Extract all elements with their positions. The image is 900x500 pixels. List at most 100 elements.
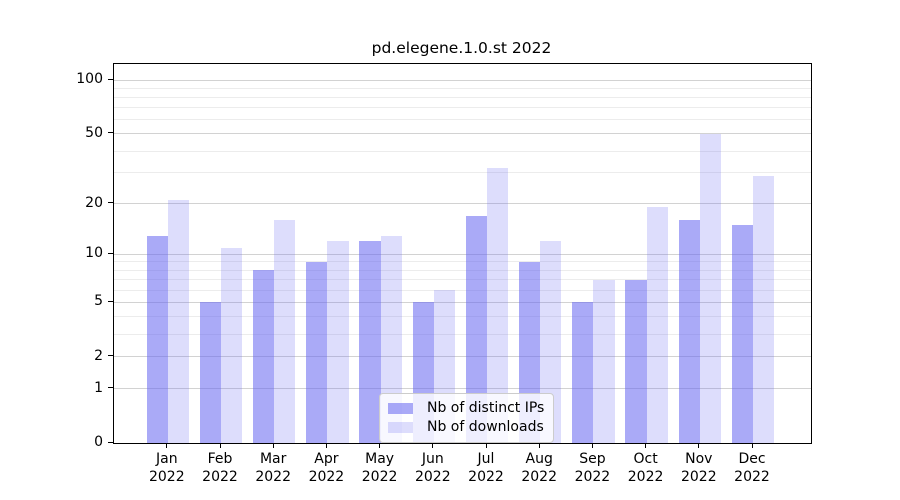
x-tick-month: Sep [579,451,606,467]
gridline-major [114,253,811,255]
x-tick-month: Feb [207,451,233,467]
x-tick-month: Jan [156,451,178,467]
x-tick-year: 2022 [202,469,238,485]
x-tick-mark [166,443,168,448]
bar-downloads-mar [274,220,296,443]
chart-title: pd.elegene.1.0.st 2022 [371,39,552,57]
x-tick-month: Apr [314,451,339,467]
x-tick-month: Jun [421,451,444,467]
x-tick-month: May [365,451,395,467]
bar-ips-jan [146,235,168,443]
x-tick-mark [591,443,593,448]
gridline-minor [114,150,811,152]
x-tick-label: Jan 2022 [132,450,202,486]
gridline-major [114,79,811,81]
bar-ips-jul [465,215,487,443]
bar-ips-feb [199,302,221,443]
y-tick-mark [108,78,113,80]
y-tick-label: 100 [76,71,103,88]
x-tick-year: 2022 [574,469,611,485]
gridline-major [114,133,811,135]
bar-ips-dec [731,225,753,443]
legend-swatch [388,403,413,414]
x-tick-mark [432,443,434,448]
x-tick-year: 2022 [308,469,345,485]
x-tick-year: 2022 [468,469,504,485]
legend-item: Nb of downloads [388,418,544,437]
gridline-major [114,301,811,303]
y-tick-label: 50 [85,124,103,141]
y-tick-mark [108,387,113,388]
gridline-minor [114,96,811,98]
x-tick-label: Aug 2022 [504,450,574,486]
y-tick-label: 0 [94,434,103,450]
y-tick-mark [108,202,113,204]
x-tick-month: Mar [259,451,287,467]
gridline-major [114,388,811,389]
x-tick-year: 2022 [627,469,664,485]
x-tick-year: 2022 [521,469,557,485]
x-tick-mark [272,443,274,448]
bars-layer [114,64,811,443]
bar-downloads-feb [221,247,243,443]
legend: Nb of distinct IPs Nb of downloads [379,393,555,443]
legend-label: Nb of downloads [427,419,544,435]
y-tick-mark [108,441,113,443]
gridline-minor [114,119,811,121]
y-tick-label: 1 [94,379,103,396]
gridline-major [114,356,811,358]
x-tick-mark [645,443,647,448]
gridline-minor [114,333,811,335]
gridline-major [114,203,811,205]
x-tick-label: Mar 2022 [238,450,308,486]
y-tick-label: 10 [85,245,103,262]
bar-ips-oct [625,279,647,443]
y-tick-mark [108,300,113,302]
x-tick-label: Jun 2022 [398,450,468,486]
x-tick-mark [325,443,327,448]
bar-downloads-apr [327,241,349,443]
x-tick-label: May 2022 [345,450,415,486]
x-tick-label: Feb 2022 [185,450,255,486]
bar-downloads-aug [540,241,562,443]
bar-downloads-nov [699,133,722,443]
x-tick-mark [219,443,221,448]
gridline-minor [114,261,811,263]
bar-downloads-oct [646,207,668,443]
legend-swatch [388,422,413,433]
bar-downloads-may [380,235,402,443]
bar-ips-may [359,241,381,443]
y-tick-mark [108,132,113,134]
legend-label: Nb of distinct IPs [427,400,545,416]
bar-ips-apr [306,261,328,443]
x-tick-label: Dec 2022 [717,450,787,486]
bar-ips-mar [252,270,275,443]
x-tick-mark [751,443,753,448]
x-tick-label: Jul 2022 [451,450,521,486]
gridline-minor [114,315,811,317]
y-tick-label: 20 [85,194,103,211]
x-tick-mark [485,443,487,448]
gridline-minor [114,87,811,89]
x-tick-year: 2022 [148,469,185,485]
y-tick-mark [108,252,113,254]
bar-downloads-dec [753,175,775,443]
gridline-minor [114,289,811,291]
x-tick-month: Dec [738,451,766,467]
plot-area [113,63,812,444]
x-tick-year: 2022 [734,469,770,485]
bar-ips-sep [572,302,594,443]
x-tick-label: Apr 2022 [291,450,361,486]
gridline-minor [114,279,811,280]
bar-ips-nov [678,220,700,443]
bar-downloads-jul [487,168,509,443]
x-tick-month: Jul [477,451,495,467]
x-tick-mark [538,443,540,448]
x-tick-label: Nov 2022 [664,450,734,486]
legend-item: Nb of distinct IPs [388,399,544,418]
x-tick-label: Oct 2022 [611,450,681,486]
x-tick-year: 2022 [255,469,291,485]
x-tick-label: Sep 2022 [557,450,627,486]
grid-layer [114,64,811,443]
